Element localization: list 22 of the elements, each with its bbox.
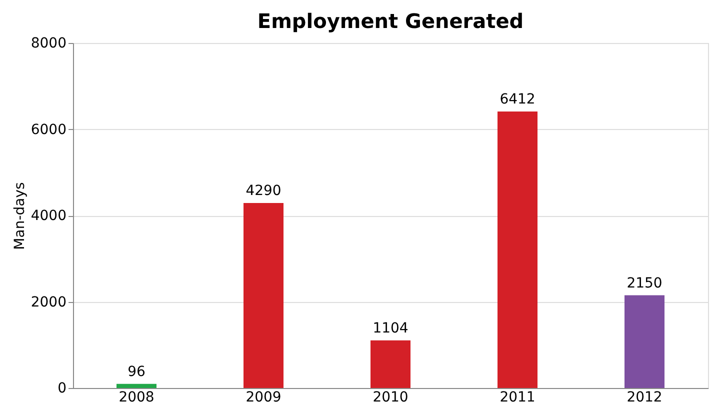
bar <box>116 384 156 388</box>
y-tick-label: 6000 <box>30 122 66 138</box>
data-label: 6412 <box>500 91 536 108</box>
bar <box>498 111 538 388</box>
data-label: 4290 <box>246 182 282 199</box>
x-tick-label: 2011 <box>500 390 536 406</box>
data-label: 2150 <box>626 275 662 292</box>
y-axis-title: Man-days <box>12 182 28 250</box>
y-tick-label: 4000 <box>30 208 66 224</box>
data-label: 96 <box>128 364 146 380</box>
y-tick-label: 2000 <box>30 294 66 310</box>
y-tick-label: 8000 <box>30 36 66 52</box>
bar <box>624 295 664 388</box>
data-label: 1104 <box>372 320 408 336</box>
chart-title: Employment Generated <box>257 9 524 33</box>
x-tick-label: 2008 <box>118 390 154 406</box>
bar <box>244 202 284 388</box>
x-tick-label: 2012 <box>626 390 662 406</box>
bar <box>370 340 410 388</box>
y-tick-label: 0 <box>58 380 66 396</box>
x-tick-label: 2010 <box>372 390 408 406</box>
x-tick-label: 2009 <box>246 390 282 406</box>
